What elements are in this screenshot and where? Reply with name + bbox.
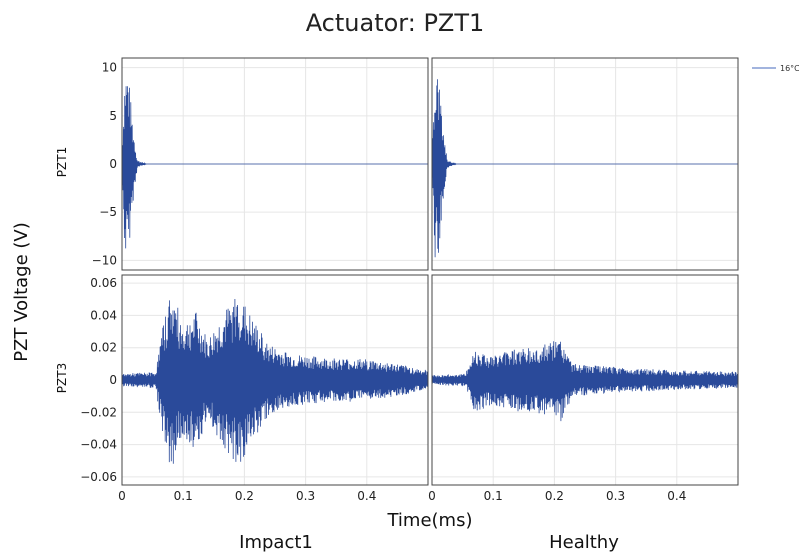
- x-tick-label: 0.4: [357, 489, 376, 503]
- y-tick-label: 0: [109, 373, 117, 387]
- y-tick-label: −10: [92, 253, 117, 267]
- subplot-frame: [431, 274, 739, 486]
- y-tick-label: 0.04: [90, 308, 117, 322]
- column-label-impact1: Impact1: [239, 532, 313, 553]
- x-tick-label: 0.1: [174, 489, 193, 503]
- column-label-healthy: Healthy: [549, 532, 619, 553]
- y-tick-label: −0.06: [80, 470, 117, 484]
- x-tick-label: 0: [118, 489, 126, 503]
- figure-title: Actuator: PZT1: [306, 9, 485, 37]
- y-tick-label: −5: [99, 205, 117, 219]
- signal-line-16c: [121, 86, 428, 249]
- y-tick-label: 0.02: [90, 341, 117, 355]
- x-tick-label: 0.4: [667, 489, 686, 503]
- subplot-pzt1-impact1: 10 5 0 −5 −10: [92, 57, 429, 271]
- signal-line-16c: [121, 298, 429, 464]
- subplot-pzt3-healthy: 0 0.1 0.2 0.3 0.4: [428, 274, 739, 503]
- subplot-frame: [121, 57, 429, 271]
- signal-line-16c: [431, 341, 739, 422]
- row-label-pzt3: PZT3: [55, 363, 69, 393]
- x-tick-label: 0.3: [606, 489, 625, 503]
- y-axis-title: PZT Voltage (V): [11, 222, 32, 362]
- y-tick-label: 10: [102, 61, 117, 75]
- subplot-pzt3-impact1: 0.060.040.020−0.02−0.04−0.060 0.1 0.2 0.3 0.…: [80, 274, 429, 503]
- x-tick-label: 0.2: [235, 489, 254, 503]
- subplot-pzt1-healthy: [431, 57, 739, 271]
- y-tick-label: −0.04: [80, 438, 117, 452]
- x-tick-label: 0: [428, 489, 436, 503]
- x-tick-label: 0.1: [484, 489, 503, 503]
- y-tick-label: −0.02: [80, 405, 117, 419]
- legend[interactable]: 16°C: [752, 64, 799, 73]
- legend-label-16c: 16°C: [780, 64, 799, 73]
- subplot-frame: [121, 274, 429, 486]
- x-tick-label: 0.3: [296, 489, 315, 503]
- y-tick-label: 0.06: [90, 276, 117, 290]
- signal-line-16c: [431, 79, 738, 258]
- subplot-frame: [431, 57, 739, 271]
- x-tick-label: 0.2: [545, 489, 564, 503]
- x-axis-title: Time(ms): [386, 510, 472, 531]
- y-tick-label: 5: [109, 109, 117, 123]
- y-tick-label: 0: [109, 157, 117, 171]
- row-label-pzt1: PZT1: [55, 147, 69, 177]
